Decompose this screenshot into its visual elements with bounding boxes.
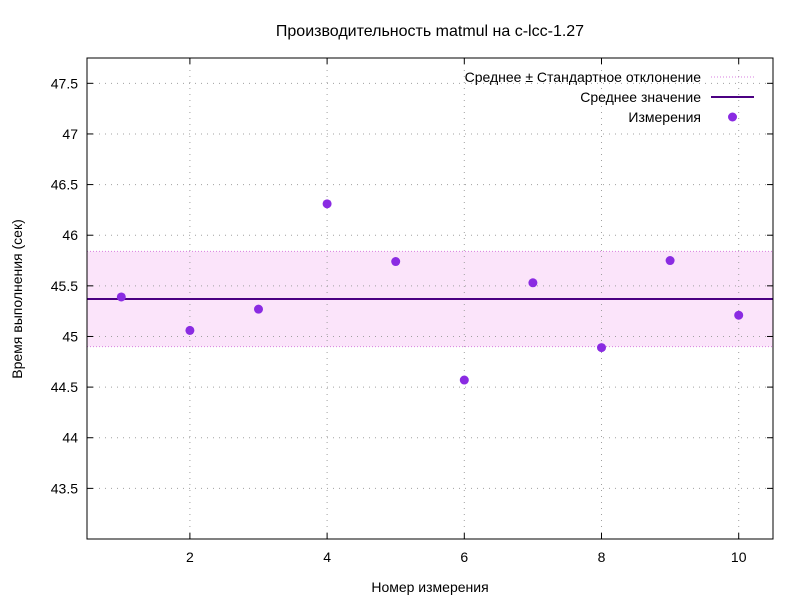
x-tick-label: 10 [731,549,747,565]
points-layer [116,199,744,385]
plot-frame [86,57,774,540]
y-tick-label: 46.5 [51,177,78,193]
data-point [734,310,744,320]
x-tick-label: 6 [460,549,468,565]
data-point [185,325,195,335]
y-tick-label: 43.5 [51,480,78,496]
legend-sample-point [728,112,737,122]
legend-label: Среднее ± Стандартное отклонение [465,69,702,85]
y-tick-label: 44.5 [51,379,78,395]
y-tick-label: 45.5 [51,278,78,294]
chart-title: Производительность matmul на c-lcc-1.27 [276,23,584,40]
y-tick-label: 46 [62,227,78,243]
data-point [459,375,469,385]
data-point [116,292,126,302]
data-point [322,199,332,209]
y-tick-label: 44 [62,430,78,446]
x-tick-label: 4 [323,549,331,565]
data-point [391,257,401,267]
legend: Среднее ± Стандартное отклонение Среднее … [465,69,754,125]
data-point [665,256,675,266]
data-point [528,278,538,288]
legend-label: Среднее значение [580,89,701,105]
x-axis-label: Номер измерения [371,579,488,595]
y-tick-label: 47.5 [51,75,78,91]
y-axis-label: Время выполнения (сек) [9,219,25,379]
data-point [597,343,606,353]
legend-label: Измерения [628,109,701,125]
x-tick-label: 2 [186,549,194,565]
x-tick-label: 8 [598,549,606,565]
y-tick-label: 47 [62,126,78,142]
y-tick-label: 45 [62,328,78,344]
data-point [254,304,263,314]
